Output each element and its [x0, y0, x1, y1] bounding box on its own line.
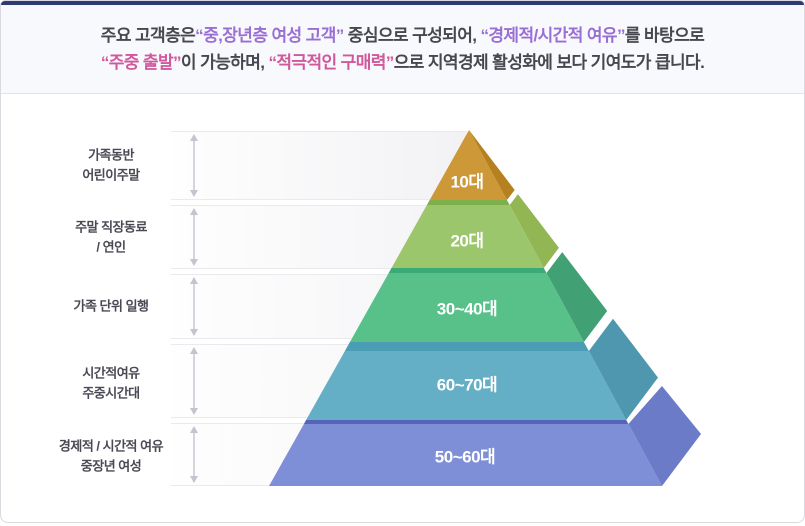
header-text-segment: 를 바탕으로 — [624, 26, 705, 45]
header-text-segment: 이 가능하며, — [180, 53, 269, 72]
pyramid-level-top-strip — [344, 342, 589, 351]
header-text-segment: 중심으로 구성되어, — [343, 26, 481, 45]
arrowhead-down-icon — [190, 329, 198, 336]
header-text-segment: “중,장년층 여성 고객” — [195, 26, 344, 45]
pyramid-level-top-strip — [426, 200, 510, 205]
pyramid-level-side — [588, 318, 658, 420]
header-text-segment: “주중 출발” — [100, 53, 182, 72]
pyramid-level-side — [509, 194, 559, 268]
header-line-2: “주중 출발”이 가능하며, “적극적인 구매력”으로 지역경제 활성화에 보다… — [100, 49, 705, 76]
arrowhead-down-icon — [190, 259, 198, 266]
arrowhead-up-icon — [190, 277, 198, 284]
pyramid-level-label: 10대 — [450, 173, 483, 192]
pyramid-level-front — [349, 273, 584, 342]
header-text-segment: “경제적/시간적 여유” — [480, 26, 625, 45]
arrowhead-down-icon — [190, 476, 198, 483]
row-label-line: 어린이주말 — [82, 167, 140, 182]
arrowhead-down-icon — [190, 190, 198, 197]
pyramid-level-front — [429, 130, 507, 200]
row-band — [171, 131, 467, 200]
arrowhead-up-icon — [190, 347, 198, 354]
header-text-segment: 주요 고객층은 — [100, 26, 196, 45]
pyramid-level-label: 50~60대 — [435, 448, 495, 467]
pyramid-level-side — [469, 130, 515, 200]
pyramid-level-front — [269, 424, 662, 486]
pyramid-level-side — [628, 386, 701, 486]
pyramid-level-front — [306, 351, 627, 420]
row-label: 가족 단위 일행 — [21, 296, 201, 316]
header-text-segment: 으로 지역경제 활성화에 보다 기여도가 큽니다. — [393, 53, 705, 72]
pyramid-level-label: 20대 — [450, 232, 483, 251]
row-label-line: 중장년 여성 — [80, 458, 142, 473]
top-accent-bar — [1, 1, 804, 5]
header-text-segment: “적극적인 구매력” — [268, 53, 394, 72]
pyramid-level-top-strip — [303, 420, 629, 424]
row-label-line: 주중시간대 — [82, 385, 140, 400]
pyramid-level-top-strip — [388, 268, 547, 273]
arrowhead-up-icon — [190, 426, 198, 433]
arrowhead-up-icon — [190, 134, 198, 141]
row-label-line: 주말 직장동료 — [75, 219, 147, 235]
row-label-line: / 연인 — [96, 239, 126, 254]
header-line-1: 주요 고객층은“중,장년층 여성 고객” 중심으로 구성되어, “경제적/시간적… — [100, 22, 705, 49]
row-label: 주말 직장동료 / 연인 — [21, 218, 201, 257]
row-label-line: 가족동반 — [88, 147, 134, 163]
pyramid-level-label: 60~70대 — [437, 376, 497, 395]
arrowhead-up-icon — [190, 208, 198, 215]
pyramid-level-front — [391, 205, 544, 268]
row-label-line: 경제적 / 시간적 여유 — [58, 438, 164, 454]
row-label-line: 시간적여유 — [82, 365, 140, 381]
arrowhead-down-icon — [190, 408, 198, 415]
pyramid-level-side — [546, 252, 608, 342]
pyramid-level-label: 30~40대 — [437, 300, 497, 319]
row-label-line: 가족 단위 일행 — [73, 298, 149, 314]
header-summary: 주요 고객층은“중,장년층 여성 고객” 중심으로 구성되어, “경제적/시간적… — [1, 5, 804, 94]
